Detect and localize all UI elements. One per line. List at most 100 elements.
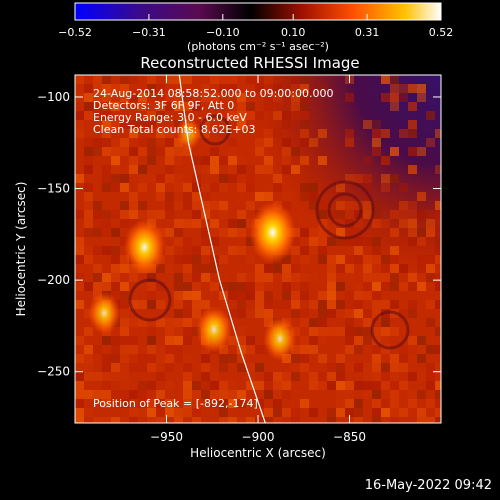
texture-block	[138, 147, 147, 156]
texture-block	[264, 381, 273, 390]
texture-block	[291, 363, 300, 372]
texture-block	[417, 255, 426, 264]
texture-block	[192, 255, 201, 264]
texture-block	[192, 264, 201, 273]
texture-block	[318, 381, 327, 390]
texture-block	[282, 273, 291, 282]
texture-block	[183, 147, 192, 156]
texture-block	[102, 183, 111, 192]
texture-block	[228, 291, 237, 300]
texture-block	[192, 390, 201, 399]
texture-block	[426, 372, 435, 381]
texture-block	[318, 246, 327, 255]
texture-block	[237, 327, 246, 336]
texture-block	[165, 174, 174, 183]
texture-block	[291, 75, 300, 84]
texture-block	[138, 408, 147, 417]
texture-block	[120, 165, 129, 174]
texture-block	[372, 282, 381, 291]
texture-block	[246, 201, 255, 210]
texture-block	[255, 417, 264, 423]
texture-block	[282, 408, 291, 417]
texture-block	[147, 174, 156, 183]
texture-block	[318, 228, 327, 237]
texture-block	[102, 363, 111, 372]
texture-block	[174, 300, 183, 309]
texture-block	[201, 273, 210, 282]
texture-block	[399, 345, 408, 354]
texture-block	[120, 354, 129, 363]
texture-block	[102, 111, 111, 120]
texture-block	[390, 75, 399, 84]
texture-block	[381, 264, 390, 273]
texture-block	[264, 192, 273, 201]
texture-block	[219, 183, 228, 192]
texture-block	[282, 390, 291, 399]
texture-block	[183, 399, 192, 408]
texture-block	[300, 129, 309, 138]
texture-block	[111, 228, 120, 237]
texture-block	[201, 120, 210, 129]
texture-block	[138, 318, 147, 327]
texture-block	[282, 282, 291, 291]
texture-block	[417, 345, 426, 354]
texture-block	[129, 120, 138, 129]
texture-block	[327, 309, 336, 318]
texture-block	[354, 417, 363, 423]
emission-source	[263, 316, 297, 361]
texture-block	[219, 156, 228, 165]
texture-block	[363, 390, 372, 399]
texture-block	[390, 102, 399, 111]
texture-block	[111, 345, 120, 354]
texture-block	[363, 327, 372, 336]
texture-block	[84, 327, 93, 336]
texture-block	[246, 183, 255, 192]
texture-block	[174, 336, 183, 345]
texture-block	[75, 408, 84, 417]
texture-block	[345, 399, 354, 408]
texture-block	[372, 255, 381, 264]
texture-block	[300, 354, 309, 363]
texture-block	[93, 102, 102, 111]
texture-block	[417, 273, 426, 282]
texture-block	[219, 381, 228, 390]
texture-block	[201, 264, 210, 273]
emission-source	[196, 305, 232, 354]
texture-block	[183, 300, 192, 309]
texture-block	[147, 138, 156, 147]
texture-block	[390, 417, 399, 423]
texture-block	[120, 372, 129, 381]
texture-block	[237, 228, 246, 237]
texture-block	[147, 381, 156, 390]
texture-block	[120, 282, 129, 291]
texture-block	[264, 318, 273, 327]
texture-block	[426, 219, 435, 228]
texture-block	[354, 399, 363, 408]
texture-block	[408, 372, 417, 381]
texture-block	[300, 399, 309, 408]
texture-block	[165, 93, 174, 102]
texture-block	[246, 282, 255, 291]
texture-block	[372, 327, 381, 336]
texture-block	[390, 399, 399, 408]
texture-block	[129, 165, 138, 174]
texture-block	[381, 300, 390, 309]
texture-block	[120, 201, 129, 210]
texture-block	[300, 111, 309, 120]
texture-block	[93, 111, 102, 120]
texture-block	[255, 399, 264, 408]
texture-block	[147, 156, 156, 165]
annotation-text: 24-Aug-2014 08:58:52.000 to 09:00:00.000…	[93, 87, 334, 410]
texture-block	[111, 246, 120, 255]
texture-block	[183, 75, 192, 84]
texture-block	[273, 264, 282, 273]
y-axis-ticks: −100 −150 −200 −250	[37, 90, 441, 379]
emission-source	[176, 117, 201, 151]
texture-block	[309, 237, 318, 246]
texture-block	[201, 381, 210, 390]
texture-block	[399, 282, 408, 291]
texture-block	[336, 300, 345, 309]
texture-block	[111, 120, 120, 129]
texture-block	[345, 138, 354, 147]
texture-block	[300, 120, 309, 129]
